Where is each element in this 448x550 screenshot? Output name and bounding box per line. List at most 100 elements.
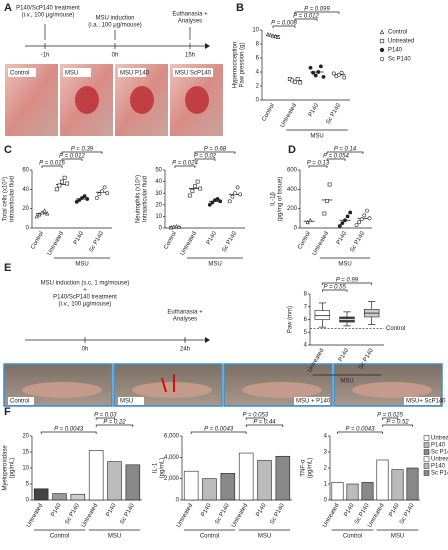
legend-swatch — [423, 456, 430, 462]
annotation: P = 0.025 — [377, 413, 403, 419]
point — [379, 56, 385, 62]
y-tick-label: 4 — [256, 70, 260, 76]
bar — [70, 493, 86, 501]
point — [345, 214, 350, 219]
panel-label: B — [236, 2, 244, 14]
bracket — [61, 158, 83, 161]
point — [295, 77, 300, 81]
legend-swatch — [423, 449, 430, 455]
y-axis-label: Hypernociception — [233, 42, 239, 88]
point — [308, 217, 313, 223]
y-tick-label: 0 — [324, 498, 328, 504]
annotation: P = 0.099 — [304, 7, 330, 13]
photo-label: MSU + P140 — [296, 399, 331, 405]
annotation: P = 0.053 — [243, 413, 269, 419]
point — [230, 194, 235, 199]
point — [313, 73, 318, 78]
y-tick-label: 15 — [22, 450, 29, 456]
y-axis-label: Paw pression (g) — [240, 42, 246, 87]
y-tick-label: 10 — [22, 466, 29, 472]
y-axis-label: Total cells (x10⁵) — [2, 177, 9, 221]
x-tick-label: Control — [163, 231, 178, 251]
point — [187, 193, 192, 198]
bar — [107, 461, 122, 501]
annotation: P = 0.22 — [103, 420, 126, 426]
bracket — [194, 151, 236, 154]
point — [311, 70, 316, 75]
y-tick-label: 3 — [324, 450, 328, 456]
timeline-label: MSU induction — [95, 16, 134, 22]
panel-label: A — [4, 2, 12, 14]
annotation: P = 0.008 — [271, 21, 297, 27]
point — [339, 70, 344, 75]
y-tick-label: 7 — [304, 304, 308, 310]
annotation: P = 0.52 — [386, 420, 409, 426]
y-axis-label: Neutrophils (x10⁵) — [135, 175, 142, 223]
y-tick-label: 6,000 — [164, 434, 180, 440]
y-tick-label: 10 — [252, 28, 259, 34]
bracket — [308, 165, 328, 168]
y-tick-label: 20 — [22, 434, 29, 440]
point — [34, 214, 39, 219]
x-tick-label: Untreated — [47, 231, 65, 257]
point — [298, 80, 303, 85]
group-label: MSU — [258, 534, 271, 540]
x-tick-label: P140 — [206, 230, 219, 246]
y-tick-label: 40 — [22, 187, 29, 193]
annotation: P = 0.68 — [204, 147, 227, 153]
y-tick-label: 0 — [26, 498, 30, 504]
photo-label: Control — [10, 71, 29, 77]
label-bg — [63, 68, 91, 77]
point — [65, 181, 70, 186]
bracket — [272, 25, 296, 28]
label-bg — [118, 397, 144, 405]
bar — [220, 473, 236, 501]
reference-label: Control — [386, 326, 405, 332]
bracket — [245, 417, 265, 420]
point — [342, 75, 347, 80]
annotation: P = 0.016 — [39, 161, 65, 167]
point — [270, 33, 276, 38]
legend-label: Untreated — [388, 39, 414, 45]
y-tick-label: 5 — [26, 482, 30, 488]
y-axis-label: Myeloperoxidase — [3, 445, 9, 491]
y-tick-label: 20 — [22, 206, 29, 212]
x-tick-label: P140 — [255, 502, 268, 518]
group-label: MSU — [208, 262, 221, 268]
point — [379, 29, 385, 35]
point — [57, 183, 62, 188]
bracket — [95, 424, 134, 427]
y-tick-label: 50 — [155, 168, 162, 174]
bracket — [41, 165, 63, 168]
bar — [361, 482, 374, 501]
time-label: 0h — [82, 347, 89, 353]
x-tick-label: Sc P140 — [350, 230, 367, 253]
arrow-head — [205, 43, 210, 49]
annotation: P = 0.39 — [71, 147, 94, 153]
point — [94, 196, 99, 200]
point — [367, 216, 372, 221]
group-label: MSU — [338, 262, 351, 268]
x-tick-label: Control — [261, 103, 276, 123]
x-tick-label: P140 — [308, 102, 321, 118]
point — [102, 185, 107, 190]
timeline-label: Analyses — [173, 317, 197, 323]
photo-label: MSU ScP140 — [175, 71, 212, 77]
y-tick-label: 0 — [159, 226, 163, 232]
y-tick-label: 20 — [155, 202, 162, 208]
y-tick-label: 4,000 — [164, 455, 180, 461]
y-tick-label: 30 — [155, 191, 162, 197]
y-tick-label: 1 — [324, 482, 328, 488]
y-tick-label: 0 — [256, 98, 260, 104]
y-axis-label: IL-1 — [153, 462, 159, 473]
point — [348, 210, 353, 215]
bar — [346, 483, 359, 501]
label-bg — [173, 68, 213, 77]
bar — [257, 460, 272, 501]
legend-label: P140 — [431, 443, 446, 449]
point — [273, 34, 278, 39]
point — [215, 197, 220, 201]
annotation: P = 0.012 — [293, 14, 319, 20]
x-tick-label: Sc P140 — [214, 502, 231, 525]
annotation: P = 0.14 — [334, 147, 357, 153]
